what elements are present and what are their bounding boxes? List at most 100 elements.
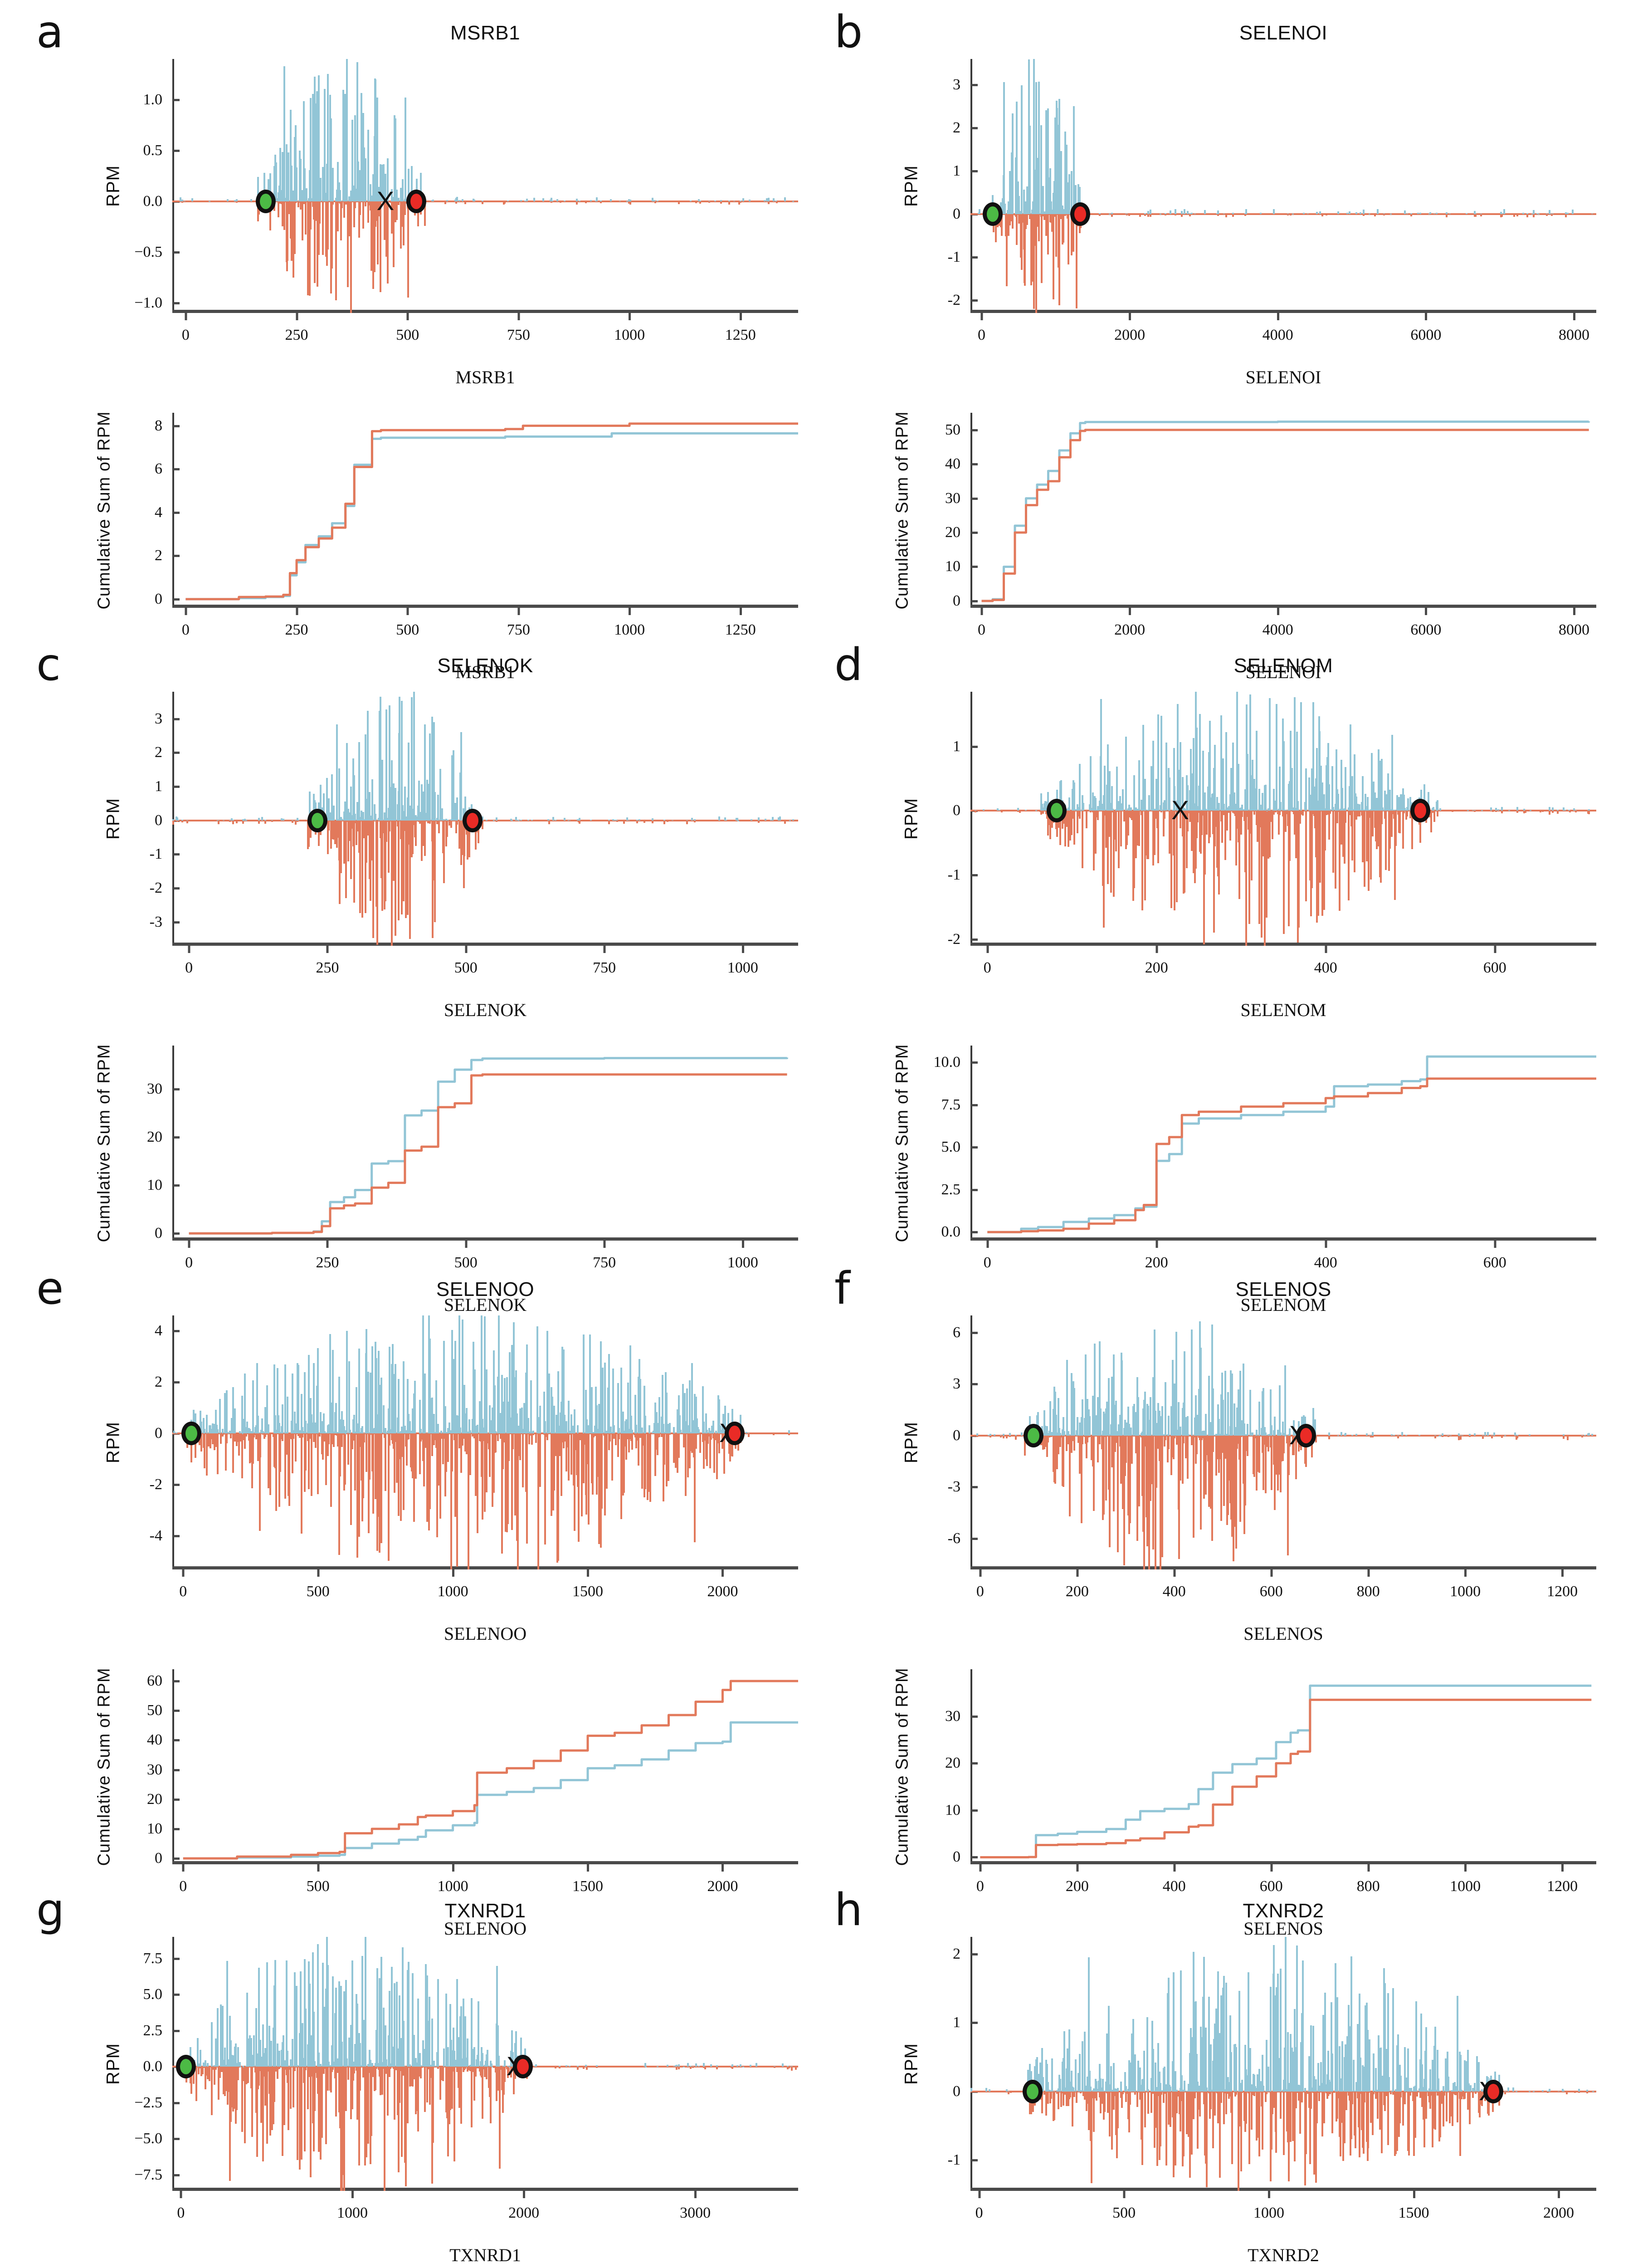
rpm-spike-negative xyxy=(368,201,370,205)
y-tick-label: −7.5 xyxy=(134,2166,180,2184)
rpm-spike-negative xyxy=(1410,214,1412,216)
rpm-spike-positive xyxy=(473,200,476,201)
rpm-spike-negative xyxy=(302,201,305,205)
stop-codon-marker[interactable] xyxy=(725,1422,745,1446)
rpm-spike-negative xyxy=(1365,811,1368,862)
rpm-spike-positive xyxy=(1023,189,1025,214)
rpm-spike-positive xyxy=(1042,186,1044,214)
rpm-spike-negative xyxy=(444,1433,446,1496)
rpm-spike-positive xyxy=(346,1330,348,1434)
rpm-spike-positive xyxy=(699,200,701,202)
rpm-spike-negative xyxy=(1259,811,1262,828)
stop-codon-marker[interactable] xyxy=(513,2055,533,2079)
rpm-spike-positive xyxy=(344,801,346,821)
rpm-spike-positive xyxy=(352,758,354,821)
rpm-spike-positive xyxy=(412,808,414,821)
y-tick-label: -2 xyxy=(948,292,978,309)
rpm-spike-positive xyxy=(1296,732,1298,811)
rpm-spike-positive xyxy=(432,816,434,821)
stop-codon-marker[interactable] xyxy=(462,808,483,832)
rpm-spike-negative xyxy=(363,820,366,839)
rpm-spike-positive xyxy=(987,1435,990,1436)
stop-codon-marker[interactable] xyxy=(1296,1423,1316,1447)
start-codon-marker[interactable] xyxy=(982,202,1003,226)
sec-codon-marker[interactable]: X xyxy=(1171,796,1189,826)
rpm-spike-negative xyxy=(301,1433,303,1534)
x-tick-label: 1000 xyxy=(438,1864,468,1895)
rpm-spike-negative xyxy=(1511,214,1513,215)
panel-letter-g: g xyxy=(36,1884,65,1936)
rpm-spike-positive xyxy=(314,2061,316,2067)
rpm-spike-positive xyxy=(765,818,767,821)
rpm-spike-positive xyxy=(1122,789,1124,811)
x-tick-mark xyxy=(1277,608,1279,615)
rpm-spike-negative xyxy=(493,1433,496,1453)
rpm-spike-negative xyxy=(332,2067,334,2070)
rpm-spike-negative xyxy=(1175,1435,1178,1445)
rpm-spike-negative xyxy=(296,2067,298,2160)
rpm-spike-negative xyxy=(302,201,304,240)
stop-codon-marker[interactable] xyxy=(406,189,427,213)
start-codon-marker[interactable] xyxy=(255,189,276,213)
plot-title-a: MSRB1 xyxy=(450,22,521,44)
rpm-spike-positive xyxy=(1439,1435,1442,1437)
y-tick-label: 3 xyxy=(953,76,978,93)
rpm-spike-positive xyxy=(1165,213,1167,215)
rpm-spike-negative xyxy=(580,1433,583,1516)
rpm-spike-positive xyxy=(396,1418,399,1434)
rpm-spike-negative xyxy=(1536,1435,1538,1437)
rpm-spike-negative xyxy=(1104,2091,1106,2112)
rpm-spike-negative xyxy=(314,201,316,283)
rpm-spike-positive xyxy=(1039,213,1041,215)
rpm-spike-positive xyxy=(1187,785,1189,811)
start-codon-marker[interactable] xyxy=(1047,799,1067,823)
rpm-spike-positive xyxy=(473,2047,476,2067)
rpm-spike-negative xyxy=(307,201,309,296)
stop-codon-marker[interactable] xyxy=(1070,202,1090,226)
start-codon-marker[interactable] xyxy=(176,2055,196,2079)
rpm-spike-positive xyxy=(200,1410,202,1434)
rpm-spike-positive xyxy=(1184,209,1186,214)
x-axis-spine xyxy=(970,943,1596,946)
rpm-spike-positive xyxy=(1244,213,1247,215)
rpm-spike-negative xyxy=(1196,811,1198,839)
rpm-spike-negative xyxy=(380,201,382,293)
rpm-spike-negative xyxy=(372,820,375,938)
rpm-spike-positive xyxy=(1320,765,1322,811)
start-codon-marker[interactable] xyxy=(307,808,327,832)
rpm-spike-positive xyxy=(328,1424,330,1434)
rpm-spike-positive xyxy=(1045,110,1047,214)
sec-codon-marker[interactable]: X xyxy=(376,186,395,216)
rpm-spike-negative xyxy=(1131,811,1133,820)
rpm-spike-positive xyxy=(497,1377,499,1434)
rpm-spike-positive xyxy=(1140,799,1142,811)
start-codon-marker[interactable] xyxy=(181,1422,201,1446)
rpm-spike-negative xyxy=(1501,214,1503,217)
rpm-spike-positive xyxy=(376,1414,379,1434)
rpm-spike-negative xyxy=(305,201,307,235)
rpm-spike-positive xyxy=(1078,187,1081,214)
panel-letter-c: c xyxy=(36,639,61,691)
rpm-spike-negative xyxy=(1097,811,1099,821)
rpm-spike-positive xyxy=(1439,808,1442,811)
y-tick-label: 7.5 xyxy=(941,1096,978,1114)
rpm-spike-positive xyxy=(1340,1432,1342,1436)
rpm-spike-positive xyxy=(1282,1422,1284,1436)
rpm-spike-positive xyxy=(565,1421,568,1434)
rpm-spike-negative xyxy=(1181,811,1184,837)
x-axis-spine xyxy=(172,1237,798,1241)
start-codon-marker[interactable] xyxy=(1024,1423,1044,1447)
y-axis-label-cumulative: Cumulative Sum of RPM xyxy=(94,1667,114,1866)
rpm-spike-positive xyxy=(1100,1408,1102,1436)
y-tick-mark xyxy=(173,511,180,514)
stop-codon-marker[interactable] xyxy=(1410,799,1431,823)
rpm-spike-positive xyxy=(1551,807,1554,811)
rpm-spike-negative xyxy=(514,1433,516,1515)
x-tick-label: 1250 xyxy=(725,313,756,344)
rpm-spike-negative xyxy=(1563,1435,1565,1439)
y-tick-label: 5.0 xyxy=(941,1139,978,1156)
rpm-spike-negative xyxy=(266,2067,268,2144)
rpm-spike-positive xyxy=(1332,807,1335,811)
rpm-spike-negative xyxy=(740,2067,742,2068)
rpm-spike-positive xyxy=(1189,2028,1192,2092)
